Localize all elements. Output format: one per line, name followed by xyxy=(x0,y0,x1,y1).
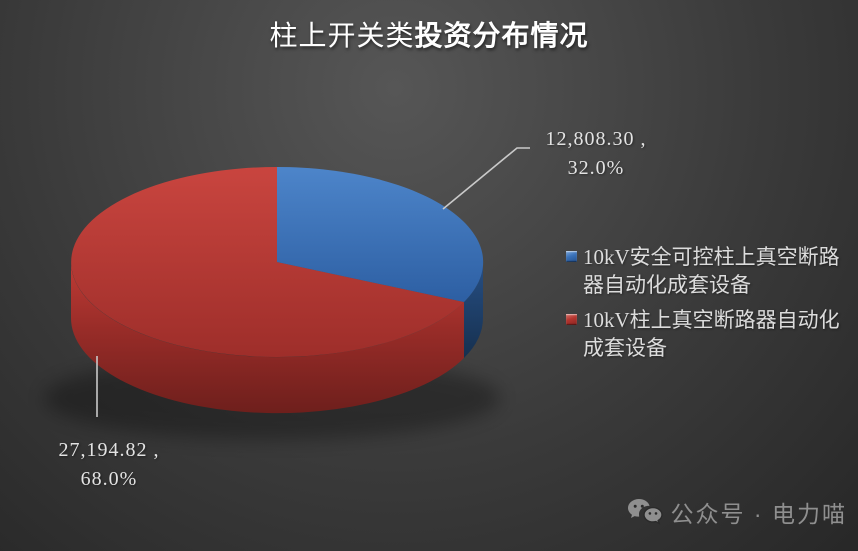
legend-item-blue: 10kV安全可控柱上真空断路器自动化成套设备 xyxy=(566,243,852,299)
legend-label-blue: 10kV安全可控柱上真空断路器自动化成套设备 xyxy=(583,245,840,297)
watermark: 公众号 · 电力喵 xyxy=(627,495,847,529)
watermark-text: 公众号 · 电力喵 xyxy=(670,501,847,527)
data-label-red: 27,194.82 , 68.0% xyxy=(22,436,196,494)
pie-slice-blue xyxy=(277,166,484,302)
legend-marker-blue-icon xyxy=(566,251,577,262)
wechat-icon xyxy=(627,499,663,525)
data-label-red-percent: 68.0% xyxy=(80,468,138,490)
pie-side-red xyxy=(70,262,465,414)
legend-item-red: 10kV柱上真空断路器自动化成套设备 xyxy=(566,306,852,362)
data-label-blue-value: 12,808.30 , xyxy=(545,128,647,150)
data-label-blue-percent: 32.0% xyxy=(567,157,625,179)
legend-marker-red-icon xyxy=(566,314,577,325)
pie-side-blue xyxy=(464,262,484,358)
data-label-red-value: 27,194.82 , xyxy=(58,439,160,461)
leader-line-blue xyxy=(442,147,530,210)
data-label-blue: 12,808.30 , 32.0% xyxy=(505,125,687,183)
chart-title-bold: 投资分布情况 xyxy=(414,21,589,52)
legend-label-red: 10kV柱上真空断路器自动化成套设备 xyxy=(583,308,840,360)
legend: 10kV安全可控柱上真空断路器自动化成套设备 10kV柱上真空断路器自动化成套设… xyxy=(566,243,852,369)
chart-title-regular: 柱上开关类 xyxy=(269,21,415,52)
chart-title: 柱上开关类投资分布情况 xyxy=(0,14,858,54)
pie-slice-red xyxy=(71,167,465,357)
